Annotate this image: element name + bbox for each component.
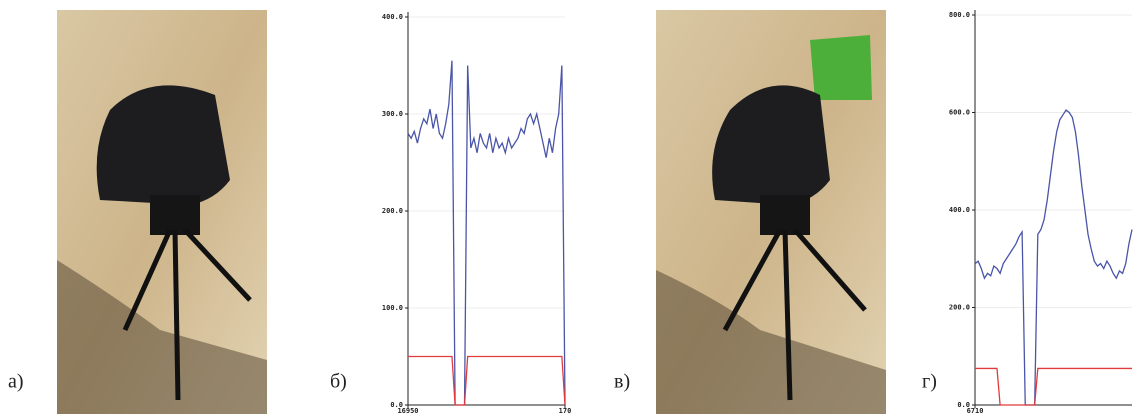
photo-c <box>656 10 886 414</box>
y-tick-label: 300.0 <box>382 110 403 118</box>
x-tick-label: 16950 <box>397 407 418 414</box>
y-tick-label: 600.0 <box>949 109 970 117</box>
y-tick-label: 400.0 <box>382 13 403 21</box>
panel-label: г) <box>922 371 937 393</box>
x-tick-label: 170 <box>559 407 572 414</box>
y-tick-label: 200.0 <box>949 304 970 312</box>
panel-label: б) <box>330 371 347 393</box>
panel-label: в) <box>614 371 630 393</box>
x-tick-label: 6710 <box>967 407 984 414</box>
series-line <box>408 355 566 406</box>
photo-a <box>57 10 267 414</box>
y-tick-label: 100.0 <box>382 304 403 312</box>
series-line <box>975 367 1132 406</box>
y-tick-label: 200.0 <box>382 207 403 215</box>
y-tick-label: 400.0 <box>949 206 970 214</box>
y-tick-label: 0.0 <box>390 401 403 409</box>
y-tick-label: 800.0 <box>949 11 970 19</box>
y-tick-label: 0.0 <box>957 401 970 409</box>
series-line <box>407 60 566 406</box>
series-line <box>974 109 1133 406</box>
panel-label: а) <box>8 371 24 393</box>
